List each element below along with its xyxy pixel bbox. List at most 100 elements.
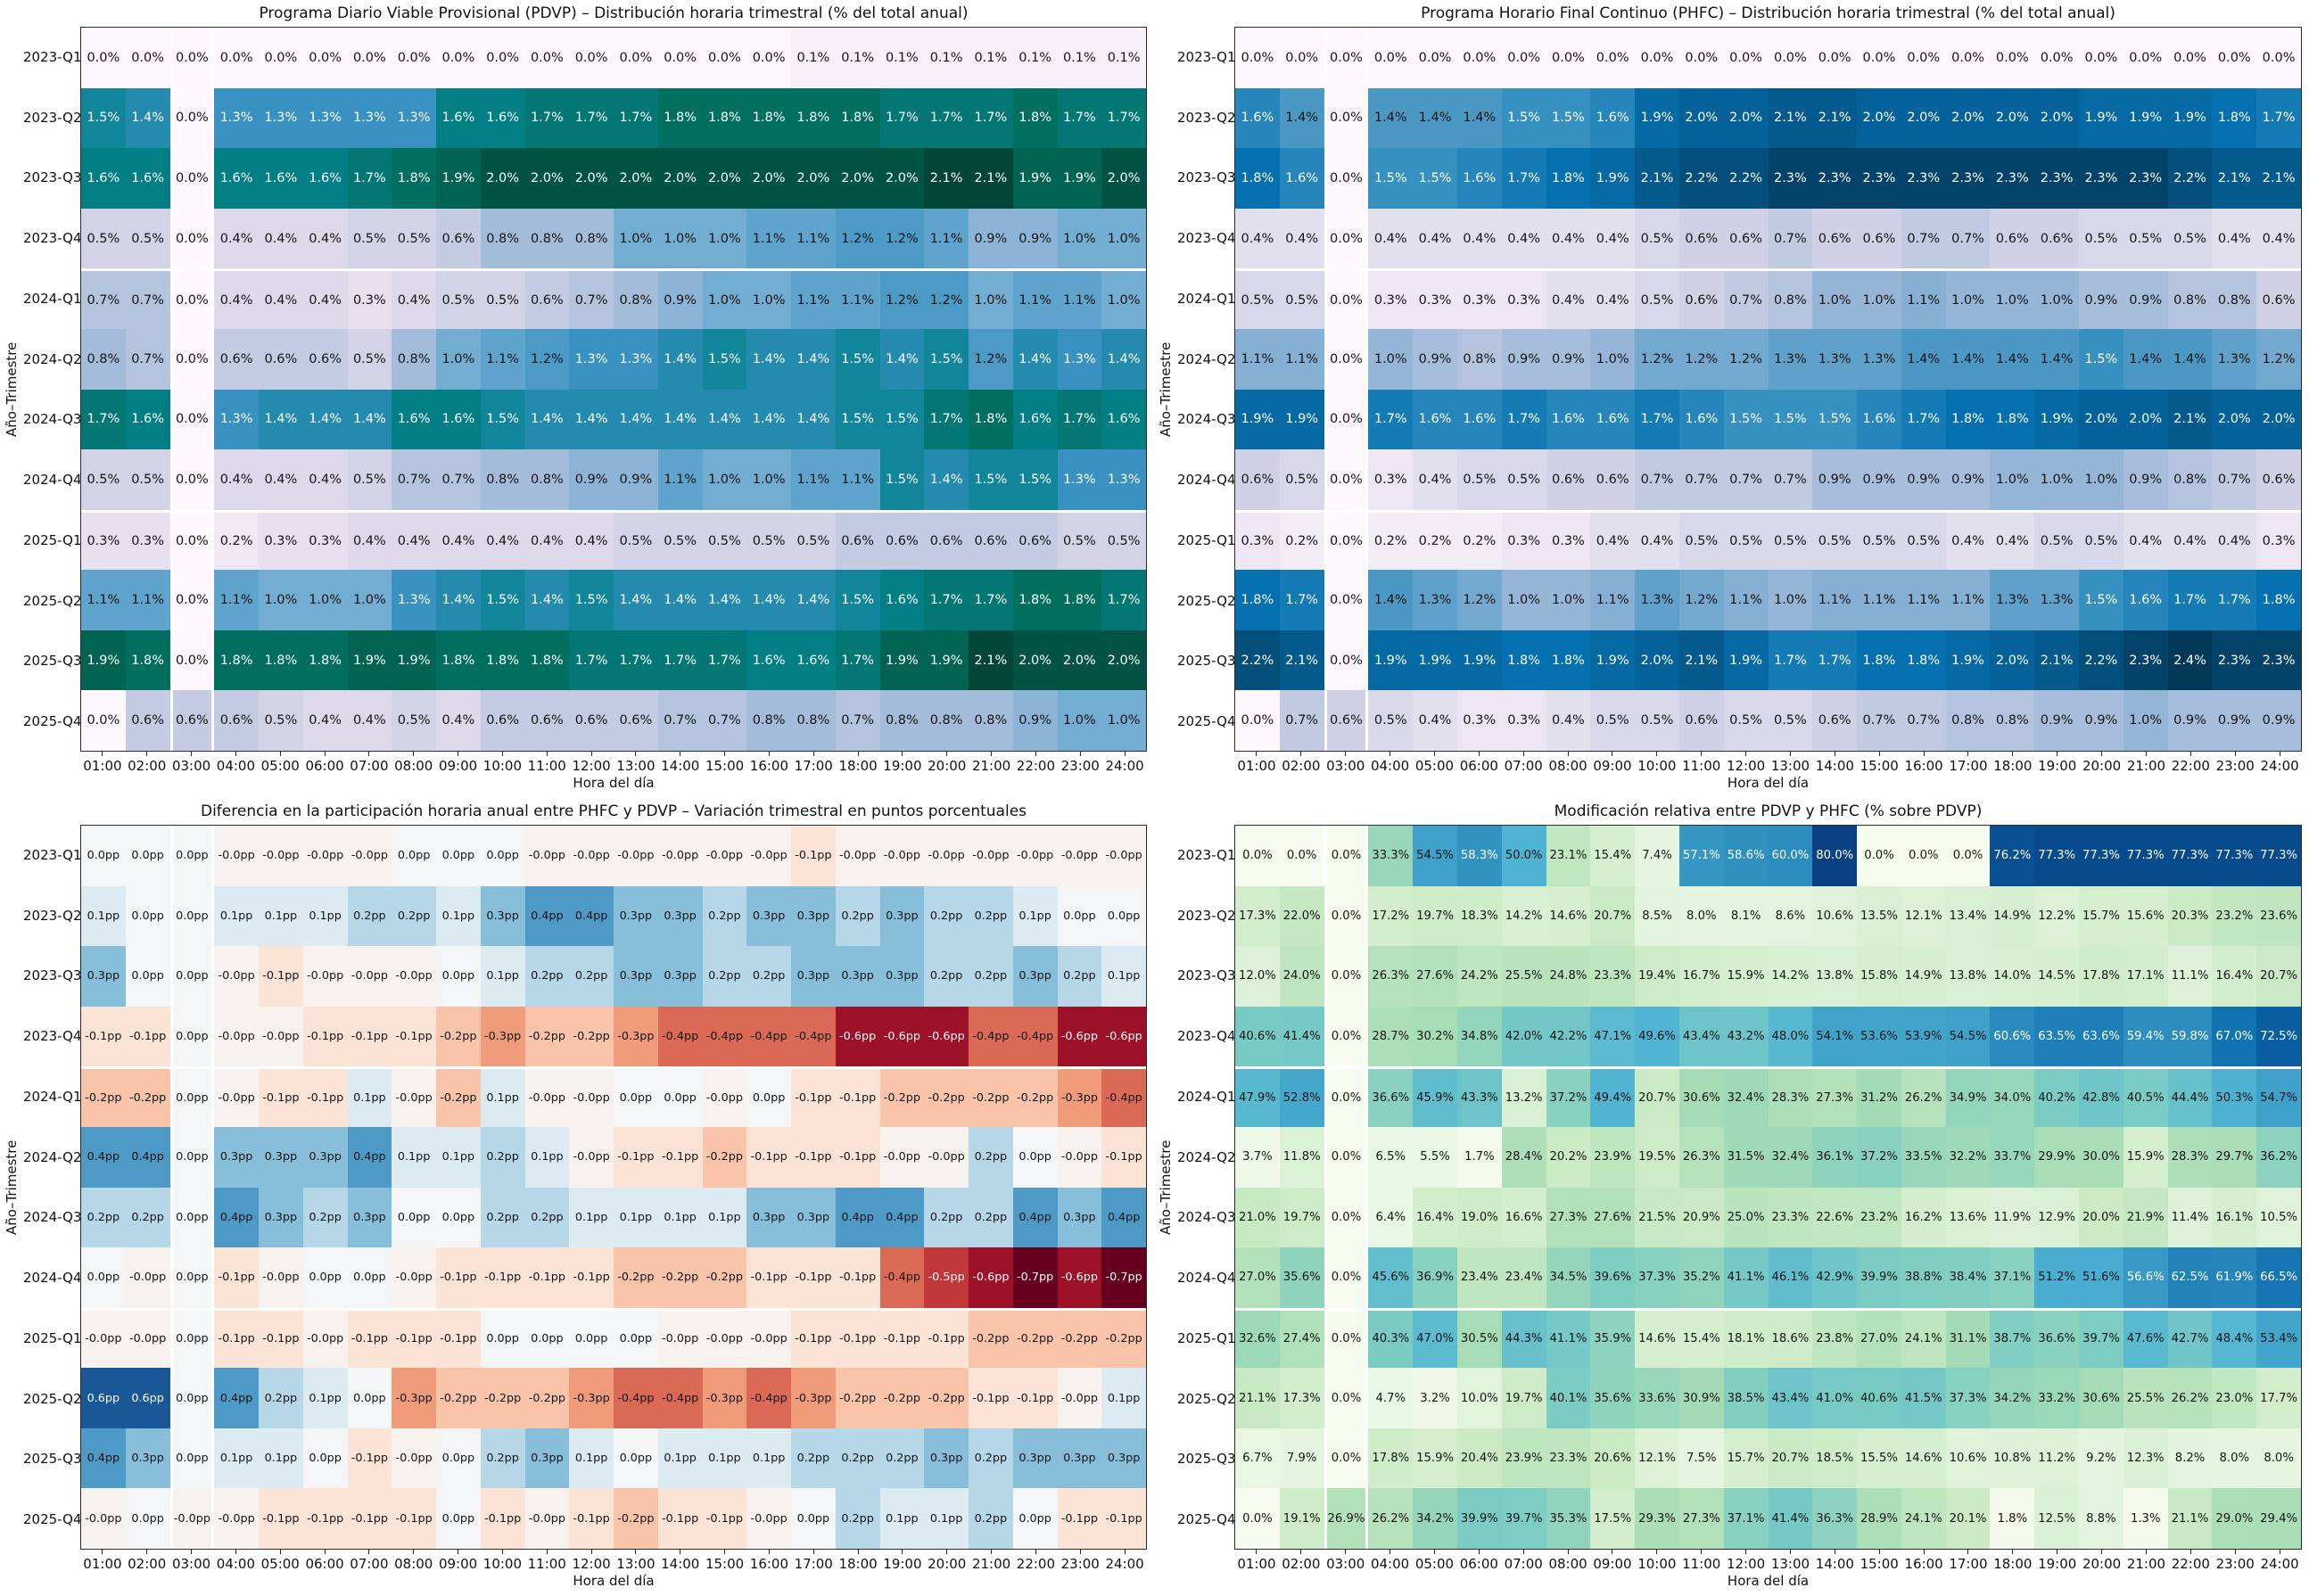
heatmap-cell: 1.9% xyxy=(2123,87,2168,149)
heatmap-cell: 1.6% xyxy=(1857,389,1901,450)
heatmap-cell: 16.7% xyxy=(1678,946,1724,1007)
heatmap-cell: 0.8% xyxy=(746,690,791,751)
heatmap-cell: 0.8% xyxy=(569,208,614,269)
heatmap-cell: 1.4% xyxy=(125,87,170,149)
heatmap-cell: 0.6% xyxy=(1678,268,1724,329)
heatmap-cell: 0.2pp xyxy=(347,885,392,947)
heatmap-cell: 29.0% xyxy=(2212,1488,2257,1549)
heatmap-cell: 1.1% xyxy=(657,449,703,510)
row-label: 2024-Q2 xyxy=(23,1127,90,1188)
heatmap-cell: 1.9% xyxy=(1279,389,1324,450)
heatmap-cell: 0.0% xyxy=(1324,1187,1369,1248)
heatmap-grid: 0.0% 0.0% 0.0% 33.3% 54.5% 58.3% 50.0% 23.1% 15.… xyxy=(1234,825,2302,1550)
heatmap-cell: 0.3pp xyxy=(1057,1427,1102,1489)
heatmap-cell: 0.2pp xyxy=(746,946,791,1007)
heatmap-cell: 7.9% xyxy=(1279,1427,1324,1489)
heatmap-cell: 33.6% xyxy=(1635,1368,1679,1428)
heatmap-cell: 0.8% xyxy=(2167,268,2213,329)
heatmap-cell: 40.1% xyxy=(1546,1368,1591,1428)
heatmap-cell: 0.6% xyxy=(169,690,215,751)
heatmap-cell: 0.0% xyxy=(1324,208,1369,269)
heatmap-cell: 13.4% xyxy=(1945,885,1991,947)
heatmap-cell: 0.0% xyxy=(1990,28,2035,88)
heatmap-cell: 1.0% xyxy=(1945,268,1991,329)
heatmap-cell: 30.5% xyxy=(1456,1307,1502,1369)
heatmap-cell: 0.3pp xyxy=(657,946,703,1007)
heatmap-cell: 1.6% xyxy=(436,87,481,149)
column-label: 04:00 xyxy=(213,752,258,774)
column-label: 08:00 xyxy=(1546,752,1590,774)
heatmap-cell: -0.0pp xyxy=(524,1488,570,1549)
heatmap-cell: 0.7% xyxy=(1768,208,1813,269)
heatmap-cell: 0.7% xyxy=(569,268,614,329)
heatmap-cell: 0.4% xyxy=(2167,509,2213,571)
heatmap-cell: 0.4pp xyxy=(1012,1187,1058,1248)
heatmap-cell: 1.5% xyxy=(1501,87,1546,149)
heatmap-cell: 0.1pp xyxy=(302,1368,348,1428)
heatmap-cell: 1.8% xyxy=(125,629,170,691)
heatmap-cell: -0.2pp xyxy=(879,1368,925,1428)
heatmap-cell: 1.1% xyxy=(1945,570,1991,630)
heatmap-cell: 0.0% xyxy=(746,28,791,88)
heatmap-cell: 8.6% xyxy=(1768,885,1813,947)
heatmap-cell: 1.5% xyxy=(1812,389,1858,450)
heatmap-cell: -0.2pp xyxy=(1101,1307,1146,1369)
heatmap-cell: -0.2pp xyxy=(1057,1307,1102,1369)
column-label: 05:00 xyxy=(1413,1550,1457,1572)
row-label: 2024-Q3 xyxy=(1177,390,1244,450)
panel-diferencia: Diferencia en la participación horaria a… xyxy=(0,798,1154,1596)
column-label: 05:00 xyxy=(1413,752,1457,774)
heatmap-cell: 1.8% xyxy=(746,87,791,149)
heatmap-cell: 1.8% xyxy=(2256,570,2301,630)
column-label: 01:00 xyxy=(80,752,125,774)
heatmap-cell: 1.7% xyxy=(969,570,1013,630)
heatmap-cell: 13.6% xyxy=(1945,1187,1991,1248)
heatmap-cell: 15.4% xyxy=(1590,826,1636,886)
heatmap-cell: 0.5% xyxy=(791,509,836,571)
heatmap-cell: 0.5% xyxy=(1678,509,1724,571)
heatmap-cell: 0.3% xyxy=(81,509,126,571)
heatmap-cell: 1.6% xyxy=(1456,148,1502,209)
heatmap-cell: -0.0pp xyxy=(879,1126,925,1188)
heatmap-cell: 1.0% xyxy=(1101,268,1146,329)
heatmap-cell: -0.1pp xyxy=(81,1006,126,1067)
heatmap-cell: 1.8% xyxy=(1501,629,1546,691)
heatmap-cell: 1.2% xyxy=(1678,570,1724,630)
heatmap-cell: 0.6% xyxy=(1678,208,1724,269)
heatmap-cell: 1.4% xyxy=(347,389,392,450)
column-label: 02:00 xyxy=(125,752,169,774)
heatmap-cell: 1.4% xyxy=(1368,570,1414,630)
heatmap-cell: 1.1% xyxy=(791,268,836,329)
heatmap-cell: 32.2% xyxy=(1945,1126,1991,1188)
heatmap-cell: 47.1% xyxy=(1590,1006,1636,1067)
heatmap-cell: 1.3% xyxy=(1635,570,1679,630)
row-label: 2023-Q4 xyxy=(1177,208,1244,268)
heatmap-cell: 1.5% xyxy=(1723,389,1769,450)
heatmap-cell: 0.0% xyxy=(1324,826,1369,886)
heatmap-cell: 0.0% xyxy=(1324,570,1369,630)
column-label: 17:00 xyxy=(791,752,836,774)
heatmap-cell: 1.7% xyxy=(1501,389,1546,450)
heatmap-cell: 26.3% xyxy=(1678,1126,1724,1188)
heatmap-cell: 0.6% xyxy=(835,509,880,571)
heatmap-cell: 43.4% xyxy=(1678,1006,1724,1067)
heatmap-cell: 6.5% xyxy=(1368,1126,1414,1188)
heatmap-cell: -0.1pp xyxy=(969,1368,1013,1428)
heatmap-cell: 33.3% xyxy=(1368,826,1414,886)
heatmap-cell: -0.1pp xyxy=(614,1126,658,1188)
heatmap-cell: 1.9% xyxy=(1590,148,1636,209)
heatmap-cell: 19.4% xyxy=(1635,946,1679,1007)
heatmap-cell: -0.4pp xyxy=(1101,1066,1146,1127)
heatmap-cell: 0.7% xyxy=(125,328,170,390)
heatmap-cell: 1.9% xyxy=(1456,629,1502,691)
heatmap-cell: 0.4% xyxy=(302,208,348,269)
heatmap-cell: 0.3pp xyxy=(1012,946,1058,1007)
heatmap-cell: 1.5% xyxy=(1768,389,1813,450)
heatmap-cell: 0.5% xyxy=(480,268,525,329)
column-label: 23:00 xyxy=(1058,1550,1102,1572)
heatmap-cell: 0.1pp xyxy=(657,1187,703,1248)
heatmap-cell: 1.0% xyxy=(2123,690,2168,751)
heatmap-cell: 0.5% xyxy=(347,208,392,269)
heatmap-cell: 0.0pp xyxy=(1101,885,1146,947)
